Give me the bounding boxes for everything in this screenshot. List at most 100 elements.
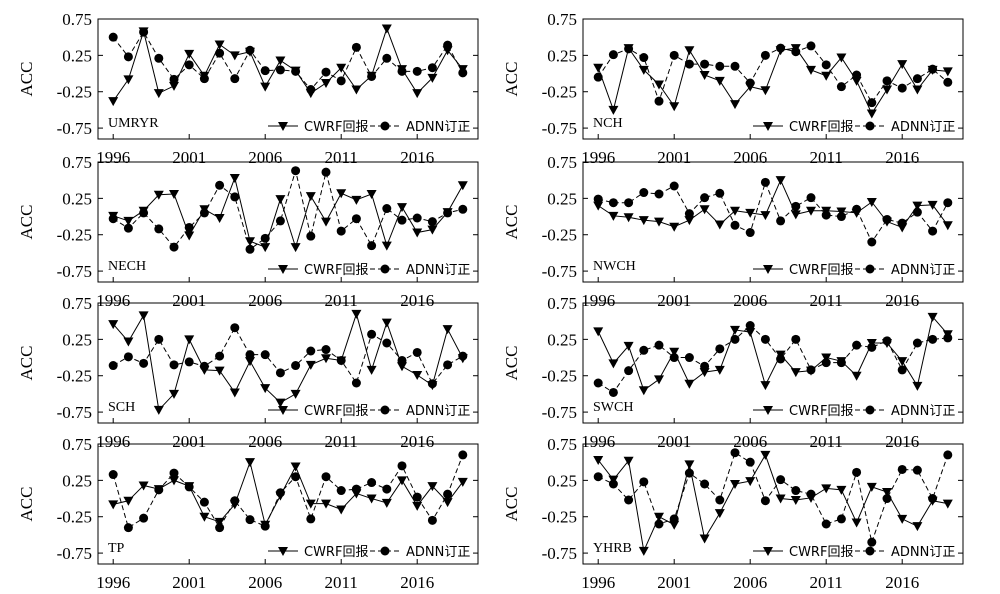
point-adnn <box>169 468 179 478</box>
y-tick-label: -0.25 <box>542 83 577 102</box>
y-tick-label: 0.25 <box>62 330 92 349</box>
point-cwrf <box>442 46 453 56</box>
legend-marker-cwrf <box>763 265 773 274</box>
point-cwrf <box>912 85 923 95</box>
point-cwrf <box>260 384 271 394</box>
point-adnn <box>669 50 679 60</box>
point-adnn <box>367 329 377 339</box>
point-adnn <box>639 53 649 63</box>
point-cwrf <box>275 491 286 501</box>
point-cwrf <box>138 206 149 216</box>
point-cwrf <box>806 493 816 503</box>
point-cwrf <box>305 499 316 509</box>
region-label: TP <box>108 541 125 556</box>
point-cwrf <box>714 365 725 375</box>
point-cwrf <box>275 56 286 66</box>
point-adnn <box>382 338 392 348</box>
point-adnn <box>336 226 346 236</box>
point-adnn <box>184 357 194 367</box>
point-adnn <box>139 513 149 523</box>
y-tick-label: -0.75 <box>57 544 92 563</box>
point-cwrf <box>336 505 347 515</box>
point-adnn <box>291 166 301 176</box>
point-cwrf <box>229 388 240 398</box>
point-cwrf <box>138 481 149 491</box>
point-adnn <box>943 198 953 208</box>
x-tick-label: 1996 <box>96 148 130 167</box>
point-cwrf <box>214 214 225 223</box>
point-cwrf <box>108 500 119 510</box>
point-cwrf <box>366 494 377 504</box>
plot-frame <box>582 161 964 283</box>
point-adnn <box>700 479 710 489</box>
point-cwrf <box>836 207 847 217</box>
point-cwrf <box>851 208 862 218</box>
point-adnn <box>912 207 922 217</box>
point-adnn <box>260 66 270 76</box>
point-adnn <box>367 241 377 251</box>
point-adnn <box>821 519 831 529</box>
legend-marker-adnn <box>380 264 390 274</box>
series-line-cwrf <box>597 46 948 115</box>
point-cwrf <box>123 337 134 347</box>
point-cwrf <box>245 47 255 57</box>
point-adnn <box>852 467 862 477</box>
point-adnn <box>791 486 801 496</box>
point-cwrf <box>942 221 953 231</box>
point-cwrf <box>760 211 771 221</box>
point-adnn <box>806 41 816 51</box>
point-cwrf <box>321 79 331 88</box>
point-cwrf <box>457 181 468 191</box>
legend-label-adnn: ADNN订正 <box>406 120 470 135</box>
point-cwrf <box>775 494 786 504</box>
plot-frame <box>582 302 964 424</box>
point-cwrf <box>608 105 619 115</box>
point-adnn <box>791 201 801 211</box>
point-cwrf <box>245 237 255 247</box>
point-adnn <box>867 537 877 547</box>
x-tick-label: 2016 <box>885 432 919 451</box>
y-axis-label: ACC <box>502 205 521 240</box>
point-adnn <box>852 340 862 350</box>
x-tick-label: 2011 <box>325 432 358 451</box>
x-tick-label: 2016 <box>400 148 434 167</box>
point-cwrf <box>153 89 164 99</box>
plot-frame <box>97 161 479 283</box>
point-cwrf <box>336 63 347 73</box>
point-cwrf <box>457 477 468 487</box>
point-cwrf <box>442 325 453 335</box>
point-adnn <box>427 63 437 73</box>
y-tick-label: -0.75 <box>57 262 92 281</box>
point-cwrf <box>305 360 316 370</box>
point-adnn <box>275 368 285 378</box>
point-adnn <box>123 352 133 362</box>
point-adnn <box>412 347 422 357</box>
point-adnn <box>730 220 740 230</box>
point-cwrf <box>638 216 649 226</box>
point-adnn <box>336 76 346 86</box>
legend-marker-cwrf <box>763 406 773 415</box>
point-adnn <box>654 96 664 106</box>
point-adnn <box>700 193 710 203</box>
point-cwrf <box>214 366 225 376</box>
point-adnn <box>321 472 331 482</box>
point-adnn <box>821 358 831 368</box>
point-cwrf <box>730 480 740 489</box>
point-adnn <box>199 497 209 507</box>
point-adnn <box>169 74 179 84</box>
x-tick-label: 2001 <box>657 148 691 167</box>
point-cwrf <box>654 80 664 90</box>
x-tick-label: 2001 <box>172 573 206 592</box>
point-cwrf <box>199 512 210 522</box>
y-tick-label: 0.75 <box>62 294 92 313</box>
region-label: NCH <box>593 116 623 131</box>
point-adnn <box>745 457 755 467</box>
point-adnn <box>123 223 133 233</box>
point-cwrf <box>638 65 649 75</box>
x-tick-label: 2016 <box>400 432 434 451</box>
point-cwrf <box>851 371 862 381</box>
x-tick-label: 2016 <box>885 573 919 592</box>
point-adnn <box>154 334 164 344</box>
